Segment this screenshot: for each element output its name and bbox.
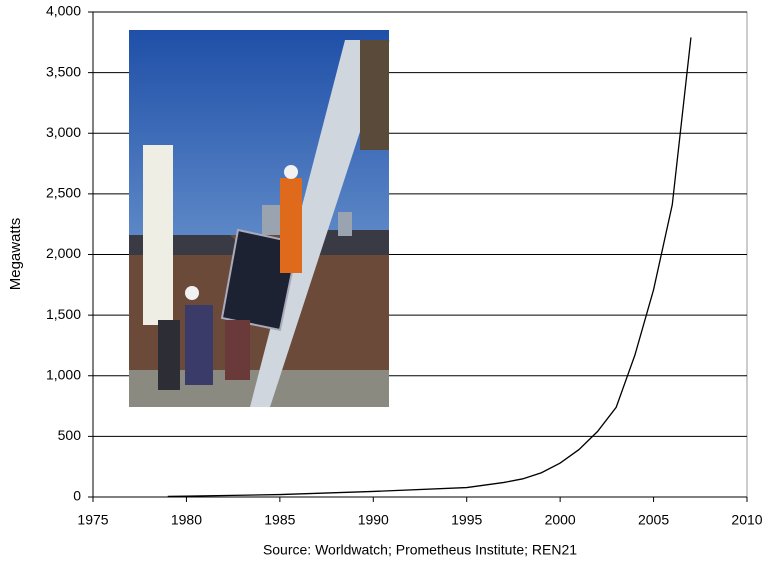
y-tick-label: 2,000 <box>46 245 81 261</box>
x-tick-label: 2005 <box>638 512 669 528</box>
y-tick-label: 2,500 <box>46 185 81 201</box>
data-line <box>167 37 692 498</box>
x-tick-label: 1985 <box>264 512 295 528</box>
x-tick-label: 2010 <box>731 512 762 528</box>
x-tick-label: 1995 <box>451 512 482 528</box>
y-tick-label: 1,500 <box>46 306 81 322</box>
y-tick-label: 500 <box>58 427 82 443</box>
y-tick-label: 1,000 <box>46 366 81 382</box>
x-tick-label: 1980 <box>171 512 202 528</box>
x-tick-label: 1975 <box>77 512 108 528</box>
y-tick-label: 3,000 <box>46 124 81 140</box>
photo <box>129 30 390 407</box>
y-tick-label: 0 <box>73 488 81 504</box>
source-note: Source: Worldwatch; Prometheus Institute… <box>263 542 577 558</box>
y-axis-label: Megawatts <box>7 218 24 291</box>
x-tick-label: 1990 <box>358 512 389 528</box>
y-tick-label: 3,500 <box>46 63 81 79</box>
y-tick-label: 4,000 <box>46 3 81 19</box>
x-tick-label: 2000 <box>545 512 576 528</box>
